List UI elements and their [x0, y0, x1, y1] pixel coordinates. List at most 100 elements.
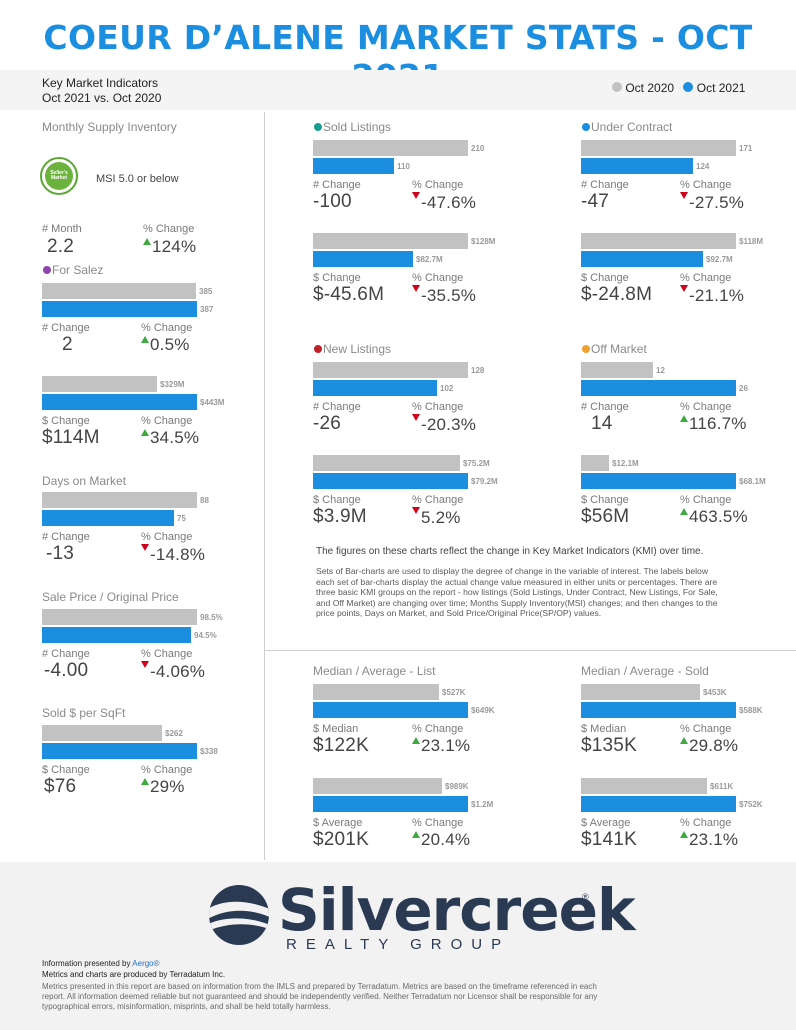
down-arrow-icon [141, 544, 149, 551]
days-on-market-title-text: Days on Market [42, 474, 127, 488]
for-salez-abs-value: 2 [62, 334, 73, 355]
off-market-bar-current-label: 26 [739, 384, 748, 393]
sold-listings-value-bar-current-label: $82.7M [416, 255, 443, 264]
down-arrow-icon [141, 661, 149, 668]
for-salez-value-bar-current [42, 394, 197, 410]
under-contract-value-abs-label: $ Change [581, 272, 629, 284]
days-on-market-abs-label: # Change [42, 531, 90, 543]
under-contract-abs-value: -47 [581, 191, 610, 212]
median-average-list-title: Median / Average - List [313, 664, 436, 678]
median-average-sold-value-bar-prior [581, 778, 707, 794]
row-divider [264, 650, 796, 651]
for-salez-bar-current-label: 387 [200, 305, 214, 314]
off-market-value-bar-current [581, 473, 736, 489]
sale-price-original-price-pct: -4.06% [141, 661, 205, 682]
median-average-sold-pct-value: 29.8% [689, 736, 739, 755]
footer-presented: Information presented by Aergo® [42, 959, 160, 968]
notes-line-1: Sets of Bar-charts are used to display t… [316, 566, 709, 576]
under-contract-pct-label: % Change [680, 179, 732, 191]
median-average-list-value-abs-label: $ Average [313, 817, 363, 829]
median-average-list-bar-current [313, 702, 468, 718]
header-band [0, 70, 796, 110]
off-market-value-bar-prior-label: $12.1M [612, 459, 639, 468]
aergo-link[interactable]: Aergo® [132, 959, 160, 968]
for-salez-title-text: For Salez [52, 263, 104, 277]
sale-price-original-price-bar-current [42, 627, 191, 643]
for-salez-value-pct: 34.5% [141, 428, 199, 448]
new-listings-bar-prior [313, 362, 468, 378]
new-listings-value-pct-label: % Change [412, 494, 464, 506]
legend: Oct 2020 Oct 2021 [612, 81, 745, 95]
median-average-sold-value-pct-label: % Change [680, 817, 732, 829]
median-average-sold-pct: 29.8% [680, 736, 738, 756]
under-contract-bar-prior [581, 140, 736, 156]
median-average-sold-bar-current-label: $588K [739, 706, 763, 715]
msi-change-label: % Change [143, 223, 195, 235]
days-on-market-bar-prior-label: 88 [200, 496, 209, 505]
sale-price-original-price-bar-current-label: 94.5% [194, 631, 217, 640]
median-average-sold-bar-prior [581, 684, 700, 700]
median-average-sold-value-abs-value: $141K [581, 829, 637, 850]
median-average-list-value-abs-value: $201K [313, 829, 369, 850]
under-contract-value-pct: -21.1% [680, 285, 744, 306]
new-listings-bar-prior-label: 128 [471, 366, 485, 375]
footer-disclaimer-3: typographical errors, misinformation, mi… [42, 1002, 331, 1011]
footer-produced: Metrics and charts are produced by Terra… [42, 970, 226, 979]
new-listings-pct: -20.3% [412, 414, 476, 435]
up-arrow-icon [412, 737, 420, 744]
median-average-list-value-pct: 20.4% [412, 830, 470, 850]
median-average-list-value-pct-label: % Change [412, 817, 464, 829]
sale-price-original-price-pct-value: -4.06% [150, 662, 206, 681]
days-on-market-pct-value: -14.8% [150, 545, 206, 564]
up-arrow-icon [143, 238, 151, 245]
up-arrow-icon [141, 429, 149, 436]
for-salez-value-pct-label: % Change [141, 415, 193, 427]
legend-swatch-prior [612, 82, 622, 92]
days-on-market-title: Days on Market [42, 474, 126, 488]
sale-price-original-price-abs-label: # Change [42, 648, 90, 660]
new-listings-value-abs-label: $ Change [313, 494, 361, 506]
off-market-title: Off Market [582, 342, 647, 356]
sold-listings-pct: -47.6% [412, 192, 476, 213]
for-salez-pct-label: % Change [141, 322, 193, 334]
new-listings-bar-current-label: 102 [440, 384, 454, 393]
for-salez-pct: 0.5% [141, 335, 190, 355]
median-average-sold-bar-current [581, 702, 736, 718]
for-salez-bar-current [42, 301, 197, 317]
brand-name: Silvercreek [278, 876, 636, 944]
brand-tagline: REALTY GROUP [286, 936, 511, 953]
sold-listings-bar-prior [313, 140, 468, 156]
new-listings-abs-value: -26 [313, 413, 342, 434]
sold-listings-title: Sold Listings [314, 120, 391, 134]
under-contract-dot-icon [582, 123, 590, 131]
median-average-sold-value-bar-prior-label: $611K [710, 782, 734, 791]
median-average-sold-value-bar-current [581, 796, 736, 812]
notes-line-4: and Off Market) are changing over time; … [316, 597, 718, 608]
days-on-market-bar-prior [42, 492, 197, 508]
sold-per-sqft-pct-value: 29% [150, 777, 185, 796]
under-contract-bar-current-label: 124 [696, 162, 710, 171]
under-contract-bar-prior-label: 171 [739, 144, 753, 153]
footer-disclaimer-1: Metrics presented in this report are bas… [42, 982, 597, 991]
sold-per-sqft-abs-label: $ Change [42, 764, 90, 776]
new-listings-value-pct: 5.2% [412, 507, 461, 528]
median-average-list-value-bar-current [313, 796, 468, 812]
footer-presented-prefix: Information presented by [42, 959, 133, 968]
notes-main: The figures on these charts reflect the … [316, 546, 704, 557]
msi-threshold: MSI 5.0 or below [96, 173, 179, 185]
sold-per-sqft-bar-current-label: $338 [200, 747, 218, 756]
off-market-value-pct-value: 463.5% [689, 507, 748, 526]
notes-line-5: price points, Days on Market, and Sold P… [316, 608, 602, 618]
sold-listings-bar-prior-label: 210 [471, 144, 485, 153]
down-arrow-icon [412, 507, 420, 514]
sale-price-original-price-title-text: Sale Price / Original Price [42, 590, 179, 604]
sale-price-original-price-title: Sale Price / Original Price [42, 590, 179, 604]
sold-listings-abs-label: # Change [313, 179, 361, 191]
off-market-value-pct: 463.5% [680, 507, 748, 527]
sellers-market-badge-icon: Seller's Market [40, 157, 78, 195]
sellers-market-badge-label: Seller's Market [45, 162, 73, 190]
for-salez-value-abs-value: $114M [42, 427, 100, 448]
new-listings-bar-current [313, 380, 437, 396]
for-salez-value-bar-prior-label: $329M [160, 380, 185, 389]
new-listings-value-pct-value: 5.2% [421, 508, 461, 527]
